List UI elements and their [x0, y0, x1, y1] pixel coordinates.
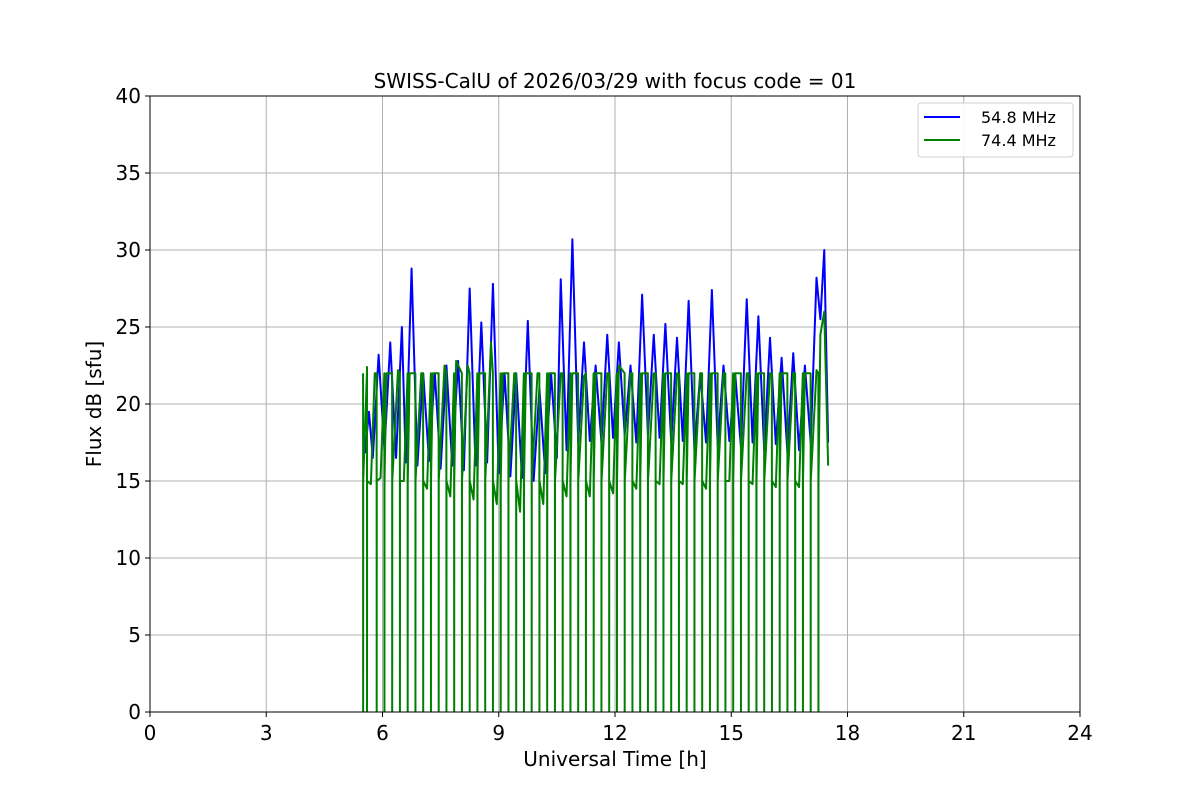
x-tick-label: 24 [1067, 721, 1092, 745]
y-axis: 0 5 10 15 20 25 30 35 40 [116, 84, 150, 724]
chart-title: SWISS-CalU of 2026/03/29 with focus code… [374, 69, 857, 93]
y-tick-label: 0 [128, 700, 141, 724]
x-tick-label: 12 [602, 721, 627, 745]
legend: 54.8 MHz 74.4 MHz [917, 102, 1074, 158]
x-axis: 0 3 6 9 12 15 18 21 24 [144, 712, 1093, 745]
y-axis-label: Flux dB [sfu] [82, 341, 106, 467]
x-tick-label: 15 [719, 721, 744, 745]
x-tick-label: 6 [376, 721, 389, 745]
y-tick-label: 20 [116, 392, 141, 416]
series-layer [362, 238, 830, 712]
legend-label: 74.4 MHz [981, 131, 1056, 150]
y-tick-label: 10 [116, 546, 141, 570]
y-tick-label: 15 [116, 469, 141, 493]
y-tick-label: 30 [116, 238, 141, 262]
x-tick-label: 18 [835, 721, 860, 745]
x-tick-label: 21 [951, 721, 976, 745]
y-tick-label: 40 [116, 84, 141, 108]
y-tick-label: 25 [116, 315, 141, 339]
y-tick-label: 35 [116, 161, 141, 185]
x-tick-label: 0 [144, 721, 157, 745]
x-tick-label: 3 [260, 721, 273, 745]
y-tick-label: 5 [128, 623, 141, 647]
x-tick-label: 9 [492, 721, 505, 745]
x-axis-label: Universal Time [h] [523, 747, 706, 771]
series-line-1 [364, 238, 830, 482]
legend-label: 54.8 MHz [981, 108, 1056, 127]
series-line-2 [362, 310, 830, 712]
